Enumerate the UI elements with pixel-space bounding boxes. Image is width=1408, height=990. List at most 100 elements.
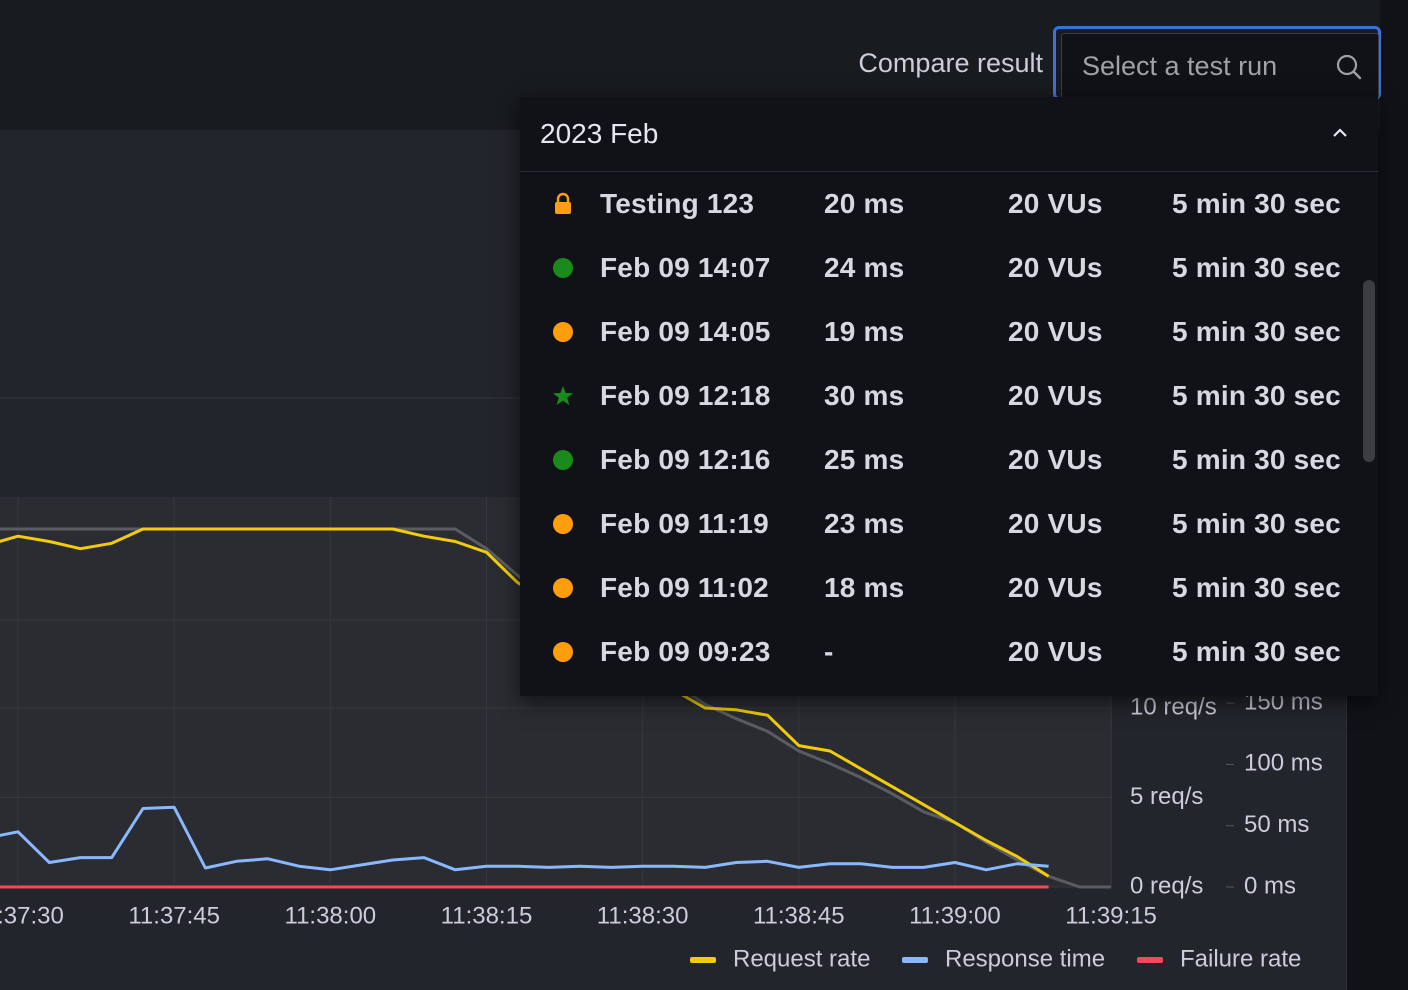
y-tick-label: 5 req/s: [1130, 783, 1203, 810]
star-shape: [553, 386, 573, 405]
x-tick-label: 11:38:45: [753, 902, 845, 929]
star-icon: [553, 386, 573, 405]
run-duration: 5 min 30 sec: [1172, 252, 1341, 283]
run-response-time: 25 ms: [824, 444, 905, 475]
run-vus: 20 VUs: [1008, 316, 1103, 347]
status-dot: [553, 642, 573, 662]
run-duration: 5 min 30 sec: [1172, 316, 1341, 347]
status-icon: [552, 192, 574, 221]
x-tick-label: 11:38:00: [285, 902, 377, 929]
status-icon: [552, 320, 574, 349]
run-vus: 20 VUs: [1008, 380, 1103, 411]
test-run-option[interactable]: Feb 09 14:05 19 ms 20 VUs 5 min 30 sec: [520, 300, 1378, 364]
run-name: Feb 09 12:18: [600, 380, 771, 411]
search-input[interactable]: Select a test run: [1061, 33, 1379, 99]
compare-label: Compare result: [858, 48, 1043, 78]
run-name: Feb 09 09:23: [600, 636, 771, 667]
legend-swatch: [902, 957, 928, 963]
test-run-option[interactable]: Feb 09 11:19 23 ms 20 VUs 5 min 30 sec: [520, 492, 1378, 556]
status-dot-circle: [553, 450, 573, 470]
status-icon: [552, 448, 574, 477]
test-run-option[interactable]: Feb 09 11:02 18 ms 20 VUs 5 min 30 sec: [520, 556, 1378, 620]
status-dot-circle: [553, 578, 573, 598]
run-vus: 20 VUs: [1008, 572, 1103, 603]
status-icon: [552, 512, 574, 541]
run-name: Feb 09 14:07: [600, 252, 771, 283]
status-dot: [553, 578, 573, 598]
run-response-time: 18 ms: [824, 572, 905, 603]
run-name: Feb 09 11:02: [600, 572, 769, 603]
run-name: Testing 123: [600, 188, 755, 219]
run-vus: 20 VUs: [1008, 508, 1103, 539]
status-dot-circle: [553, 258, 573, 278]
series-line: [0, 527, 1050, 878]
lock-icon: [555, 192, 571, 214]
y-tick-label: 10 req/s: [1130, 693, 1217, 720]
run-name: Feb 09 12:16: [600, 444, 771, 475]
run-response-time: -: [824, 636, 834, 667]
y-tick-label: 0 req/s: [1130, 872, 1203, 899]
run-response-time: 23 ms: [824, 508, 905, 539]
status-dot-circle: [553, 514, 573, 534]
run-duration: 5 min 30 sec: [1172, 508, 1341, 539]
y2-tick-label: 50 ms: [1244, 811, 1309, 838]
test-run-option[interactable]: Feb 09 12:18 30 ms 20 VUs 5 min 30 sec: [520, 364, 1378, 428]
status-icon: [552, 576, 574, 605]
x-tick-label: 11:39:15: [1065, 902, 1157, 929]
status-icon: [552, 640, 574, 669]
x-tick-label: 11:37:45: [128, 902, 220, 929]
status-icon: [552, 256, 574, 285]
search-icon: [1336, 54, 1362, 80]
x-tick-label: 11:39:00: [909, 902, 1001, 929]
legend-swatch: [1137, 957, 1163, 963]
y2-tick-label: 0 ms: [1244, 872, 1296, 899]
status-dot: [553, 514, 573, 534]
run-duration: 5 min 30 sec: [1172, 444, 1341, 475]
series-line: [0, 805, 1049, 872]
status-dot: [553, 322, 573, 342]
group-header[interactable]: 2023 Feb: [520, 97, 1378, 172]
run-name: Feb 09 14:05: [600, 316, 771, 347]
chevron-line: [1333, 128, 1347, 137]
legend-swatch: [690, 957, 716, 963]
x-tick-label: 11:38:15: [441, 902, 533, 929]
run-duration: 5 min 30 sec: [1172, 636, 1341, 667]
run-vus: 20 VUs: [1008, 188, 1103, 219]
status-dot-circle: [553, 322, 573, 342]
search-icon-circle: [1336, 54, 1358, 76]
test-run-option[interactable]: Feb 09 12:16 25 ms 20 VUs 5 min 30 sec: [520, 428, 1378, 492]
legend-label: Response time: [945, 945, 1105, 972]
run-vus: 20 VUs: [1008, 444, 1103, 475]
lock-body: [555, 202, 571, 214]
status-icon: [552, 384, 574, 413]
y2-tick-label: 100 ms: [1244, 750, 1323, 777]
run-response-time: 30 ms: [824, 380, 905, 411]
scrollbar[interactable]: [1363, 280, 1375, 462]
test-run-option[interactable]: Feb 09 14:07 24 ms 20 VUs 5 min 30 sec: [520, 236, 1378, 300]
run-response-time: 19 ms: [824, 316, 905, 347]
test-run-option[interactable]: Feb 09 09:23 - 20 VUs 5 min 30 sec: [520, 620, 1378, 684]
x-tick-label: 11:38:30: [597, 902, 689, 929]
test-run-option[interactable]: Testing 123 20 ms 20 VUs 5 min 30 sec: [520, 172, 1378, 236]
run-response-time: 20 ms: [824, 188, 905, 219]
search-icon-handle: [1352, 70, 1362, 80]
run-vus: 20 VUs: [1008, 636, 1103, 667]
run-duration: 5 min 30 sec: [1172, 380, 1341, 411]
lock-shackle: [556, 192, 570, 203]
status-dot-circle: [553, 642, 573, 662]
x-tick-label: 11:37:30: [0, 902, 64, 929]
search-placeholder: Select a test run: [1082, 51, 1278, 81]
run-name: Feb 09 11:19: [600, 508, 769, 539]
legend-label: Failure rate: [1180, 945, 1301, 972]
run-vus: 20 VUs: [1008, 252, 1103, 283]
status-dot: [553, 258, 573, 278]
run-response-time: 24 ms: [824, 252, 905, 283]
run-duration: 5 min 30 sec: [1172, 188, 1341, 219]
status-dot: [553, 450, 573, 470]
dropdown: 2023 Feb Testing 123 20 ms 20 VUs 5 min 30 …: [520, 97, 1378, 696]
run-duration: 5 min 30 sec: [1172, 572, 1341, 603]
group-title: 2023 Feb: [540, 118, 659, 149]
collapse-chevron[interactable]: [1332, 127, 1348, 139]
legend-label: Request rate: [733, 945, 870, 972]
